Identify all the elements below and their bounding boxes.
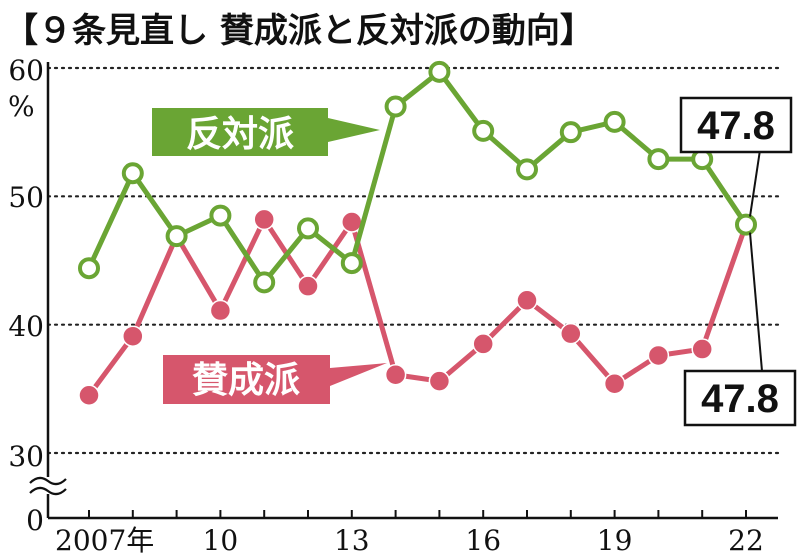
data-point-against: [165, 225, 188, 248]
data-point-for: [253, 208, 275, 231]
data-point-against: [603, 110, 626, 133]
data-point-for: [78, 384, 100, 406]
series-line-for: [86, 216, 749, 398]
data-point-against: [735, 213, 757, 236]
grid: [46, 66, 780, 455]
x-tick-label: 13: [334, 524, 370, 556]
data-point-for: [647, 344, 670, 367]
callout-value-for: 47.8: [701, 377, 779, 421]
data-point-for: [122, 325, 144, 347]
data-point-against: [253, 271, 276, 294]
data-point-for: [209, 299, 232, 322]
y-tick-label: 30: [8, 440, 44, 473]
x-tick-label: 22: [728, 524, 764, 556]
data-point-for: [472, 333, 494, 355]
x-tick-label: 19: [597, 524, 633, 556]
callout-value-against: 47.8: [697, 104, 775, 148]
data-point-against: [647, 148, 670, 171]
series-line-against: [86, 69, 749, 285]
data-point-for: [516, 289, 538, 312]
data-point-for: [603, 372, 626, 395]
axes: 60 50 40 30 0% 2007年 10 13 16 19 22: [8, 54, 778, 556]
x-tick-label: 10: [203, 524, 239, 556]
series-label-badge-against: [152, 108, 380, 156]
data-point-against: [472, 119, 495, 142]
axis-break-mark: [29, 476, 67, 486]
data-point-for: [691, 338, 713, 360]
y-axis-unit: %: [8, 90, 35, 123]
axis-break-mark: [29, 486, 67, 496]
data-point-for: [297, 275, 319, 297]
chart-title: 【９条見直し 賛成派と反対派の動向】: [4, 11, 594, 51]
data-point-for: [428, 370, 451, 392]
x-tick-label: 2007年: [55, 524, 154, 556]
callout-leader: [749, 232, 763, 372]
y-tick-label: 40: [8, 310, 44, 343]
data-point-against: [121, 162, 144, 185]
x-tick-label: 16: [465, 524, 501, 556]
data-point-against: [384, 95, 407, 118]
series-label-for: 賛成派: [192, 360, 300, 401]
data-point-against: [516, 158, 538, 181]
data-point-against: [209, 204, 232, 227]
callout-leader: [749, 149, 761, 217]
callout-box-against: [679, 96, 793, 154]
y-tick-label: 60: [8, 54, 44, 87]
data-point-against: [559, 121, 582, 144]
data-point-against: [297, 217, 319, 240]
y-tick-label: 50: [8, 181, 44, 214]
data-point-for: [384, 363, 407, 386]
data-point-against: [78, 257, 100, 280]
data-point-against: [428, 60, 451, 83]
series-label-badge-for: [163, 355, 387, 404]
callout-box-for: [683, 369, 797, 427]
series-group: [78, 60, 757, 406]
data-point-against: [340, 252, 363, 275]
series-label-against: 反対派: [186, 114, 294, 155]
data-point-for: [560, 322, 582, 345]
y-tick-label: 0: [26, 504, 44, 537]
